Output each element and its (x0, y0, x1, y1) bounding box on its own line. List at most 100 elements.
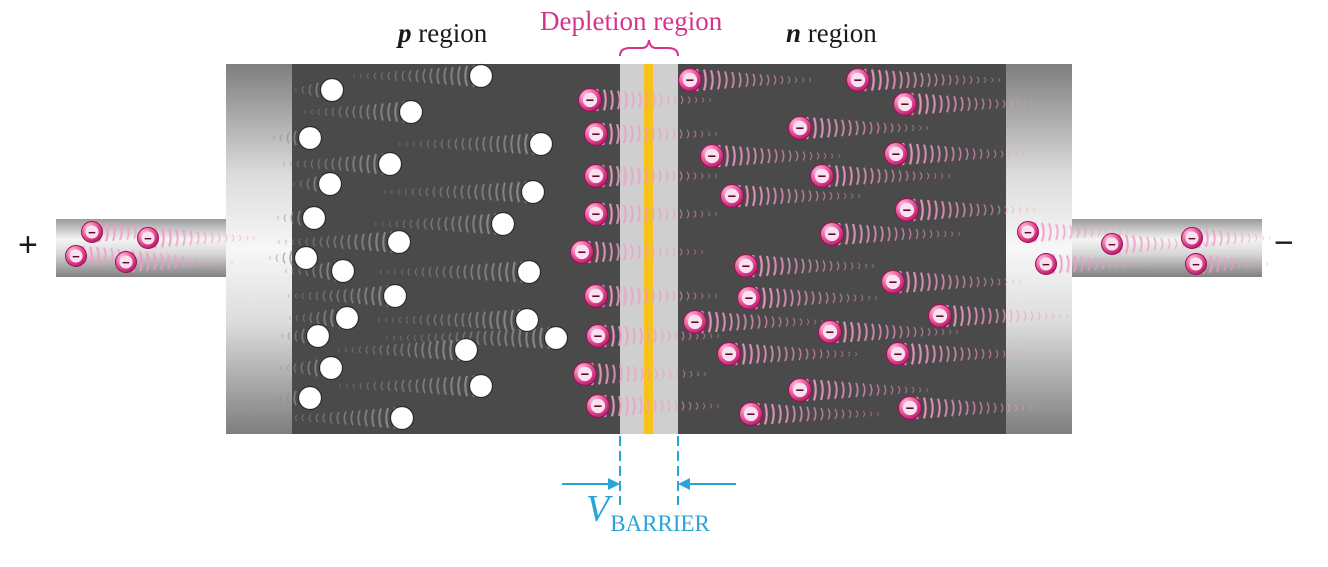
motion-trail-mark (418, 187, 422, 197)
electron-core (824, 226, 840, 242)
motion-trail-mark (822, 260, 826, 272)
motion-trail-mark (481, 183, 485, 201)
hole-carrier (297, 125, 323, 151)
motion-trail-mark (646, 398, 650, 414)
motion-trail-mark (479, 214, 484, 234)
motion-trail-mark (126, 224, 130, 240)
electron-core (897, 96, 913, 112)
motion-trail-mark (1122, 260, 1126, 268)
motion-trail-mark (849, 321, 854, 343)
motion-trail-mark (245, 235, 249, 241)
motion-trail-mark (372, 345, 376, 355)
motion-trail-mark (997, 278, 1001, 286)
motion-trail-mark (286, 132, 290, 144)
motion-trail-mark (436, 377, 440, 395)
motion-trail-mark (1136, 261, 1140, 267)
motion-trail-mark (411, 188, 415, 196)
motion-trail-mark (167, 254, 171, 270)
motion-trail-mark (393, 343, 397, 357)
motion-trail-mark (373, 72, 377, 80)
electron-minus-sign: − (144, 231, 152, 246)
motion-trail-mark (1083, 226, 1087, 238)
motion-trail-mark (714, 293, 718, 299)
motion-trail-mark (773, 256, 777, 276)
motion-trail-mark (347, 234, 351, 250)
motion-trail-mark (382, 231, 387, 253)
motion-trail-mark (1097, 227, 1101, 237)
electron-core (69, 249, 83, 263)
motion-trail-mark (820, 319, 824, 325)
motion-trail-mark (969, 75, 973, 85)
hole-carrier (453, 337, 479, 363)
charge-carriers: − − − − − − − − − − − − − − − − − − − − − − − − − − − − − − − − − − − − − − − (65, 63, 1207, 431)
motion-trail-mark (1261, 235, 1265, 241)
motion-trail-mark (160, 228, 165, 248)
motion-trail-mark (383, 189, 387, 195)
motion-trail-mark (333, 235, 337, 249)
motion-trail-mark (776, 288, 780, 308)
motion-trail-mark (317, 158, 321, 170)
motion-trail-mark (871, 263, 875, 269)
motion-trail-mark (402, 219, 406, 229)
motion-trail-mark (440, 313, 444, 327)
motion-trail-mark (608, 123, 613, 145)
motion-trail-mark (1223, 256, 1227, 272)
motion-trail-mark (979, 401, 983, 415)
motion-trail-mark (913, 72, 917, 88)
motion-trail-mark (674, 400, 678, 412)
motion-trail-mark (791, 346, 795, 362)
motion-trail-mark (878, 323, 882, 341)
electron-minus-sign: − (894, 347, 902, 363)
motion-trail-mark (1032, 207, 1036, 213)
motion-trail-mark (310, 109, 314, 115)
motion-trail-mark (373, 103, 377, 121)
motion-trail-mark (373, 153, 378, 175)
motion-trail-mark (934, 273, 938, 291)
electron-carrier: − (846, 68, 870, 92)
motion-trail-mark (407, 268, 411, 276)
left-contact (226, 64, 294, 434)
motion-trail-mark (336, 289, 340, 303)
motion-trail-mark (392, 335, 396, 341)
motion-trail-mark (797, 289, 801, 307)
electron-carrier: − (717, 342, 741, 366)
motion-trail-mark (773, 74, 777, 86)
electron-carrier: − (720, 184, 744, 208)
electron-core (588, 206, 604, 222)
electron-core (85, 225, 99, 239)
motion-trail-mark (988, 349, 992, 359)
motion-trail-mark (969, 276, 973, 288)
motion-trail-mark (1118, 229, 1122, 235)
motion-trail-mark (461, 137, 465, 151)
motion-trail-mark (405, 141, 409, 147)
motion-trail-mark (665, 246, 669, 258)
motion-trail-mark (496, 135, 500, 153)
hole-carrier (398, 99, 424, 125)
motion-trail-mark (1000, 150, 1004, 158)
motion-trail-mark (853, 294, 857, 302)
motion-trail-mark (1087, 256, 1091, 272)
motion-trail-mark (1055, 223, 1059, 241)
motion-trail-mark (944, 398, 948, 418)
motion-trail-mark (841, 119, 845, 137)
motion-trail-mark (454, 313, 458, 327)
electron-minus-sign: − (1024, 225, 1032, 240)
motion-trail-mark (990, 204, 994, 216)
electron-minus-sign: − (686, 73, 694, 89)
electron-minus-sign: − (728, 189, 736, 205)
motion-trail-mark (763, 344, 767, 364)
motion-trail-mark (1073, 255, 1077, 273)
motion-trail-mark (905, 170, 909, 182)
electron-carrier: − (81, 221, 103, 243)
motion-trail-mark (449, 265, 453, 279)
motion-trail-mark (808, 77, 812, 83)
motion-trail-mark (1233, 231, 1237, 245)
motion-trail-mark (407, 342, 411, 358)
motion-trail-mark (850, 262, 854, 270)
motion-trail-mark (450, 66, 454, 86)
motion-trail-mark (623, 286, 627, 306)
motion-trail-mark (694, 96, 698, 104)
motion-trail-mark (834, 118, 838, 138)
motion-trail-mark (700, 130, 704, 138)
